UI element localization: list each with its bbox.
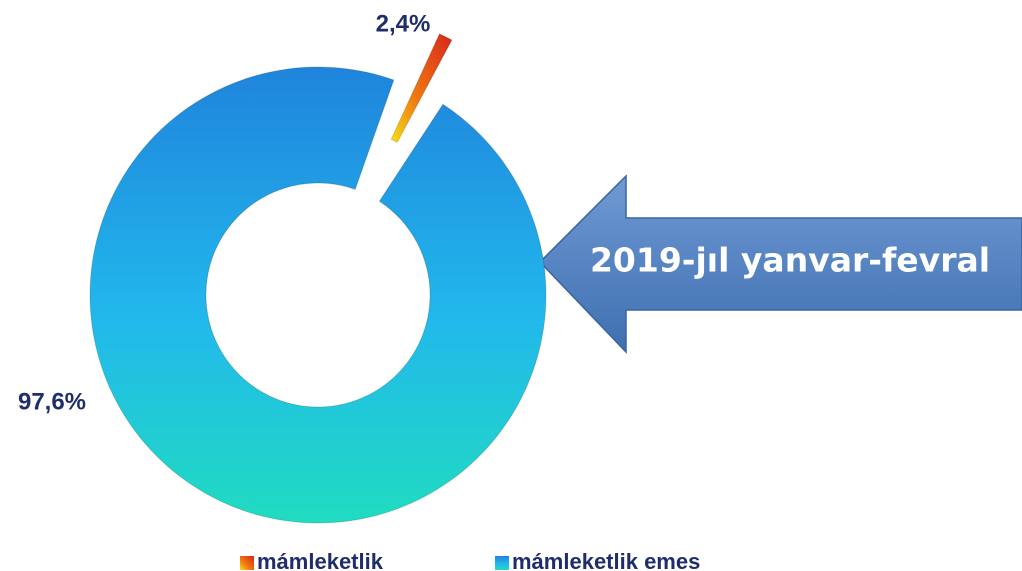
legend-swatch — [240, 556, 254, 570]
legend-swatch — [495, 556, 509, 570]
slice — [390, 33, 453, 144]
value-label: 97,6% — [18, 388, 86, 415]
slice — [89, 66, 547, 524]
annotation-arrow — [538, 174, 1022, 354]
annotation: 2019-jıl yanvar-fevral — [590, 241, 990, 280]
legend-label: mámleketlik emes — [512, 549, 700, 571]
value-label: 2,4% — [376, 10, 431, 37]
legend-label: mámleketlik — [257, 549, 384, 571]
